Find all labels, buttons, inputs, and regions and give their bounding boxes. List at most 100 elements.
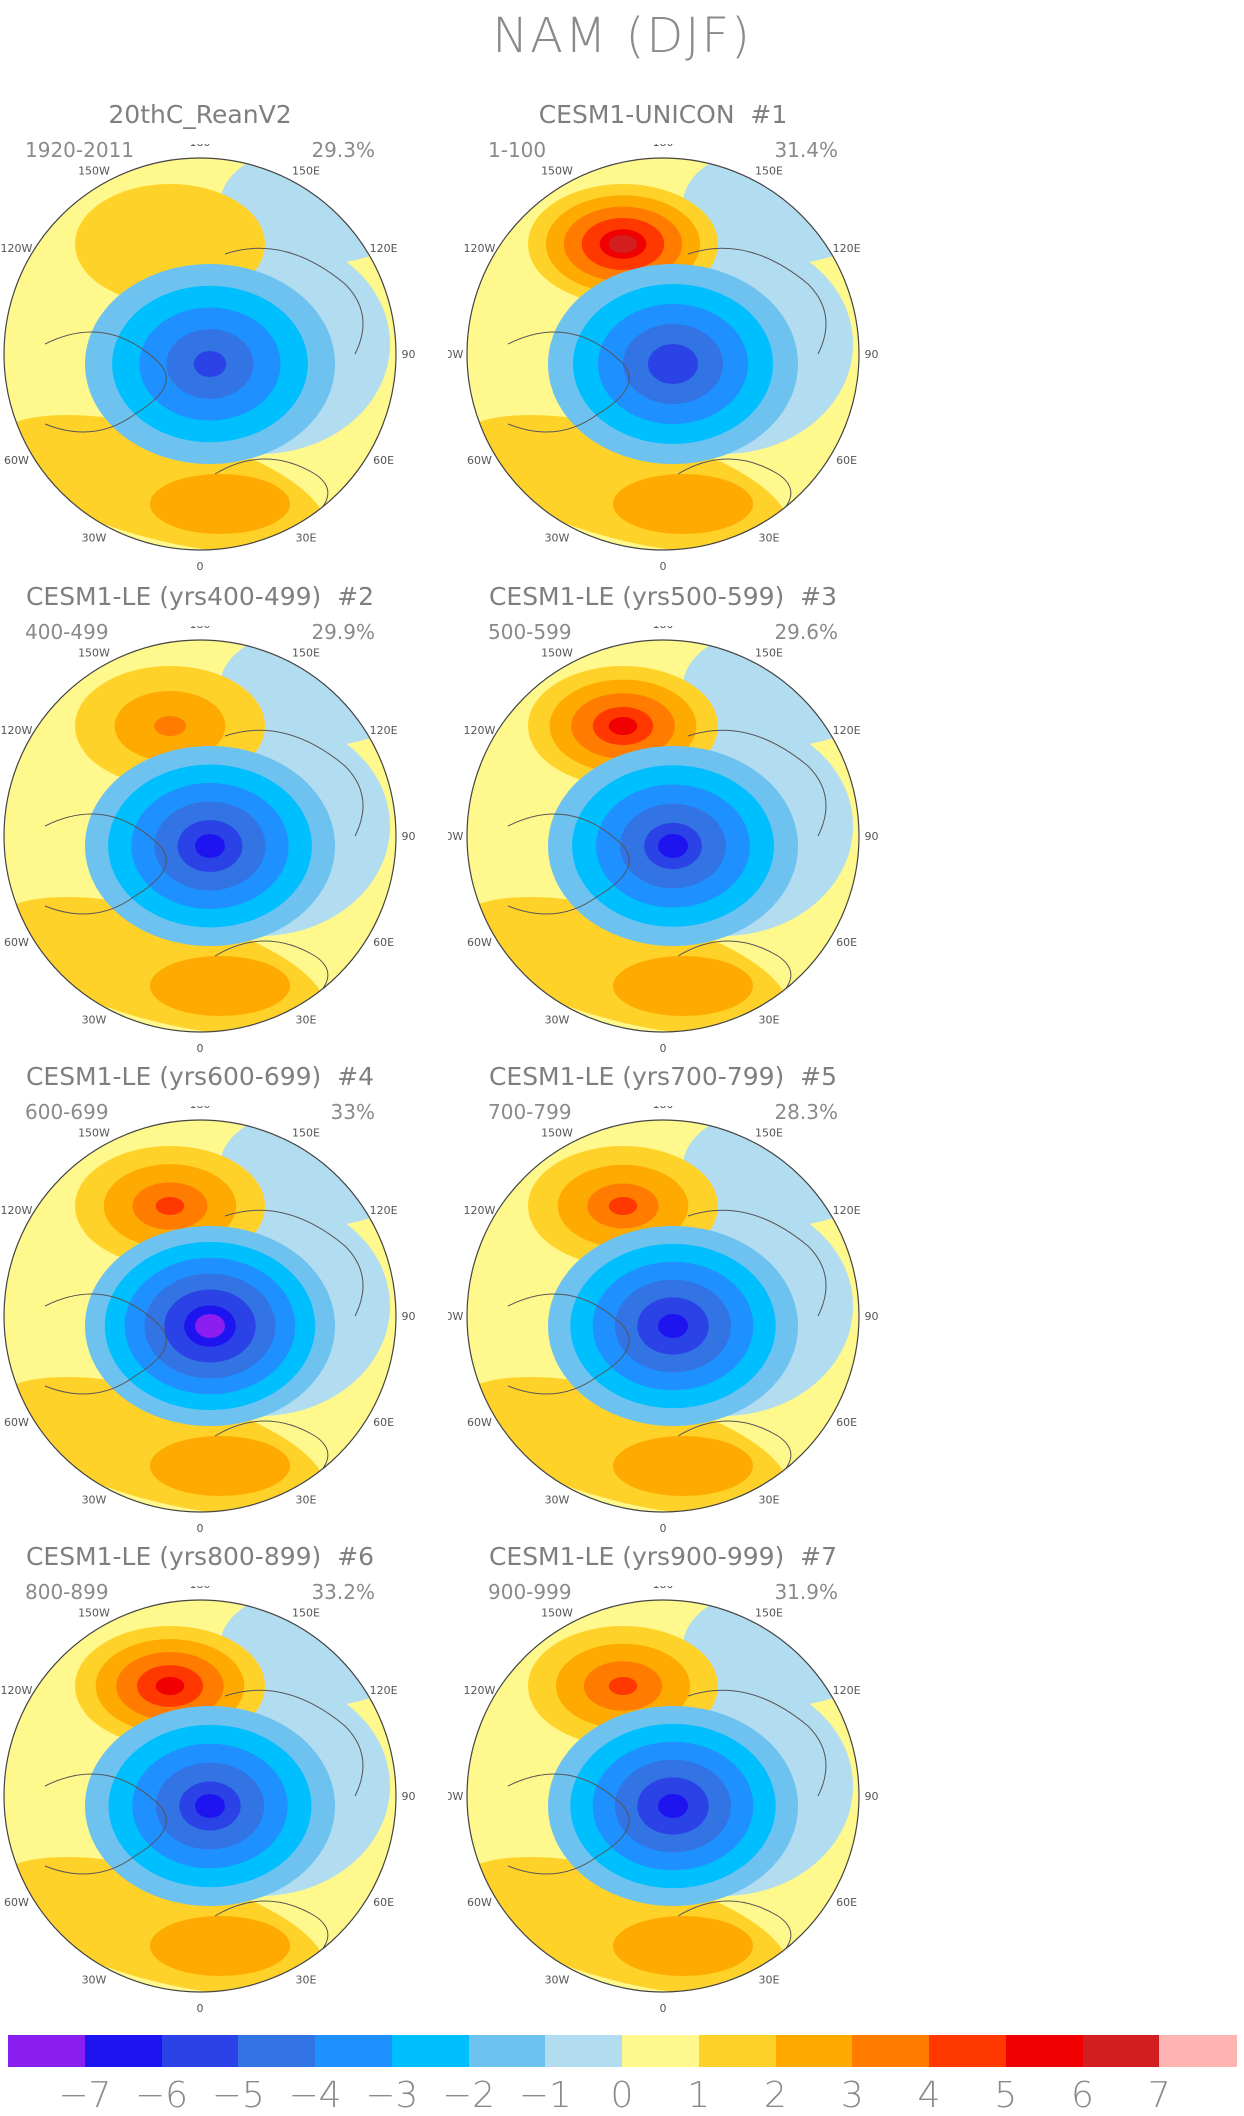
coastline bbox=[507, 331, 630, 433]
coastline bbox=[677, 940, 792, 1007]
panel-variance: 29.6% bbox=[774, 620, 838, 644]
longitude-label: 60W bbox=[4, 1416, 29, 1429]
field-contour bbox=[608, 1677, 638, 1695]
longitude-label: 150W bbox=[78, 164, 110, 177]
longitude-label: 150W bbox=[541, 1126, 573, 1139]
longitude-label: 150W bbox=[78, 646, 110, 659]
longitude-label: 90E bbox=[865, 830, 878, 843]
field-contour bbox=[150, 1436, 290, 1496]
colorbar-tick-label: −1 bbox=[518, 2075, 572, 2116]
longitude-label: 150E bbox=[292, 1126, 320, 1139]
panel-variance: 29.3% bbox=[311, 138, 375, 162]
longitude-label: 30W bbox=[82, 1494, 107, 1507]
polar-map: 180 150E 120E 90E 60E 30E 0 30W 60W 90W 120W 150W bbox=[0, 144, 415, 573]
longitude-label: 180 bbox=[653, 1106, 674, 1111]
map-panel: CESM1-LE (yrs500-599) #3500-59929.6%1801… bbox=[448, 582, 878, 1055]
coastline bbox=[687, 247, 827, 355]
colorbar-swatch bbox=[929, 2035, 1007, 2067]
field-contour bbox=[195, 1794, 225, 1818]
longitude-label: 120W bbox=[0, 724, 32, 737]
field-contour bbox=[155, 1197, 185, 1215]
colorbar-tick-label: −7 bbox=[58, 2075, 112, 2116]
colorbar-swatch bbox=[315, 2035, 393, 2067]
polar-map: 180 150E 120E 90E 60E 30E 0 30W 60W 90W 120W 150W bbox=[448, 144, 878, 573]
map-outline bbox=[466, 639, 860, 1033]
map-panel: CESM1-LE (yrs600-699) #4 600-699 33% 180 150… bbox=[0, 1062, 415, 1535]
field-contour bbox=[193, 350, 227, 378]
longitude-label: 30W bbox=[82, 1014, 107, 1027]
map-outline bbox=[3, 639, 397, 1033]
panel-variance: 28.3% bbox=[774, 1100, 838, 1124]
longitude-label: 0 bbox=[197, 1042, 204, 1055]
coastline bbox=[224, 729, 364, 837]
longitude-label: 150E bbox=[755, 1606, 783, 1619]
longitude-label: 60W bbox=[467, 1416, 492, 1429]
colorbar-tick-label: 0 bbox=[610, 2075, 634, 2116]
panel-title: 20thC_ReanV2 bbox=[108, 100, 292, 129]
page-title: NAM (DJF) bbox=[492, 8, 752, 64]
longitude-label: 150E bbox=[755, 1126, 783, 1139]
longitude-label: 60W bbox=[467, 454, 492, 467]
longitude-label: 0 bbox=[660, 560, 667, 573]
longitude-label: 30E bbox=[296, 532, 317, 545]
panel-years: 700-799 bbox=[488, 1100, 572, 1124]
longitude-label: 30E bbox=[759, 1014, 780, 1027]
longitude-label: 90W bbox=[448, 348, 464, 361]
colorbar-swatch bbox=[622, 2035, 700, 2067]
panel-title: CESM1-LE (yrs400-499) #2 bbox=[25, 582, 375, 611]
colorbar-swatch bbox=[238, 2035, 316, 2067]
longitude-label: 30W bbox=[545, 1494, 570, 1507]
longitude-label: 0 bbox=[660, 2002, 667, 2015]
longitude-label: 120E bbox=[833, 1684, 861, 1697]
field-contour bbox=[613, 956, 753, 1016]
colorbar-swatch bbox=[775, 2035, 853, 2067]
polar-map: 180 150E 120E 90E 60E 30E 0 30W 60W 90W 120W 150W bbox=[448, 1106, 878, 1535]
map-outline bbox=[3, 157, 397, 551]
coastline bbox=[224, 1689, 364, 1797]
polar-map: 180 150E 120E 90E 60E 30E 0 30W 60W 90W 120W 150W bbox=[448, 626, 878, 1055]
longitude-label: 60W bbox=[4, 936, 29, 949]
coastline bbox=[687, 729, 827, 837]
panel-title: CESM1-LE (yrs800-899) #6 bbox=[25, 1542, 375, 1571]
colorbar-tick-label: 6 bbox=[1071, 2075, 1094, 2116]
coastline bbox=[677, 1420, 792, 1487]
longitude-label: 0 bbox=[660, 1042, 667, 1055]
longitude-label: 180 bbox=[190, 626, 211, 631]
longitude-label: 60W bbox=[4, 454, 29, 467]
longitude-label: 120E bbox=[833, 1204, 861, 1217]
longitude-label: 0 bbox=[197, 560, 204, 573]
map-panel: CESM1-UNICON #1 1-100 31.4% 180 150E 120E 90E 6… bbox=[448, 100, 878, 573]
map-outline bbox=[3, 1599, 397, 1993]
longitude-label: 60E bbox=[836, 454, 857, 467]
longitude-label: 30W bbox=[82, 1974, 107, 1987]
field-contour bbox=[155, 1677, 185, 1695]
map-outline bbox=[466, 157, 860, 551]
field-contour bbox=[658, 1794, 688, 1818]
longitude-label: 150E bbox=[755, 646, 783, 659]
colorbar-swatch bbox=[1082, 2035, 1160, 2067]
longitude-label: 120E bbox=[370, 1684, 398, 1697]
longitude-label: 30E bbox=[296, 1974, 317, 1987]
longitude-label: 90W bbox=[0, 1790, 1, 1803]
longitude-label: 180 bbox=[653, 626, 674, 631]
longitude-label: 150E bbox=[292, 646, 320, 659]
longitude-label: 120W bbox=[463, 1204, 495, 1217]
longitude-label: 60W bbox=[467, 936, 492, 949]
map-outline bbox=[3, 1119, 397, 1513]
coastline bbox=[687, 1209, 827, 1317]
coastline bbox=[44, 1773, 167, 1875]
coastline bbox=[214, 458, 329, 525]
field-contour bbox=[608, 1197, 638, 1215]
longitude-label: 90W bbox=[448, 1790, 464, 1803]
panel-years: 500-599 bbox=[488, 620, 572, 644]
field-contour bbox=[195, 1314, 225, 1338]
longitude-label: 120W bbox=[463, 242, 495, 255]
field-contour bbox=[150, 1916, 290, 1976]
longitude-label: 150W bbox=[78, 1126, 110, 1139]
field-contour bbox=[613, 474, 753, 534]
longitude-label: 180 bbox=[190, 1106, 211, 1111]
longitude-label: 0 bbox=[197, 1522, 204, 1535]
map-panel: CESM1-LE (yrs900-999) #7900-99931.9%1801… bbox=[448, 1542, 878, 2015]
field-contour bbox=[150, 474, 290, 534]
map-panel: CESM1-LE (yrs800-899) #6800-89933.2%1801… bbox=[0, 1542, 415, 2015]
